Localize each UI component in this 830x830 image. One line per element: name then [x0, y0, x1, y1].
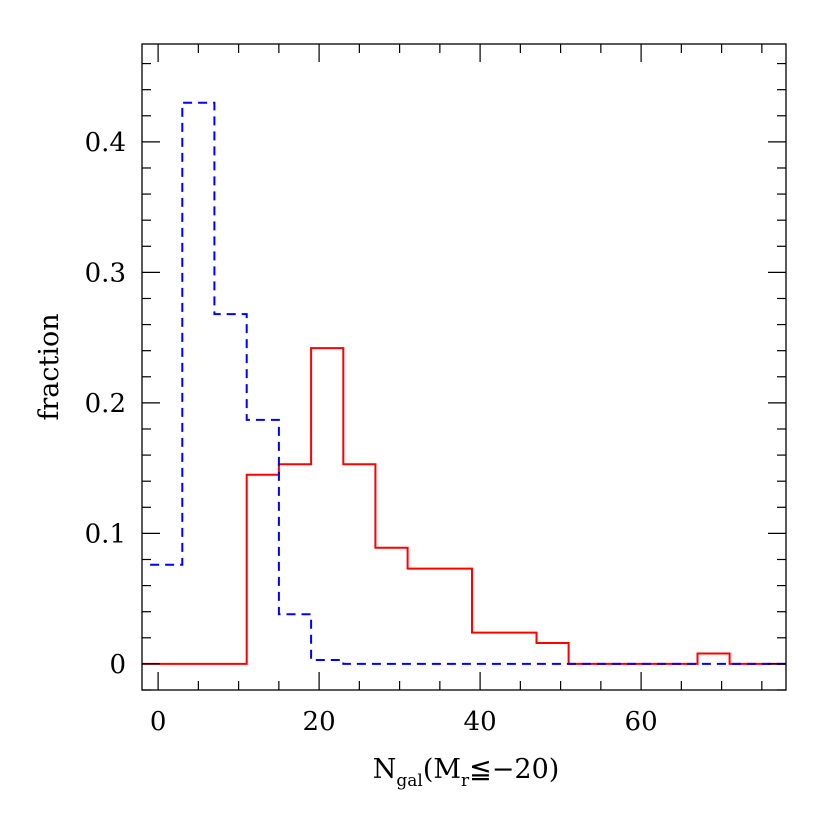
y-tick-label: 0.3	[85, 258, 126, 288]
x-tick-label: 20	[303, 707, 336, 737]
tick-labels-layer: 0 20 40 60 0 0.1 0.2 0.3 0.4	[85, 128, 658, 737]
x-axis-label-base: N	[373, 754, 397, 785]
y-tick-label: 0.1	[85, 519, 126, 549]
series-0-solid-line	[142, 347, 786, 665]
x-axis-label-open: (M	[423, 754, 461, 785]
plot-frame	[141, 43, 787, 691]
x-axis-label-rest: ≦−20)	[469, 754, 559, 785]
x-axis-label-sub: gal	[396, 771, 422, 791]
x-tick-label: 0	[150, 707, 167, 737]
y-tick-label: 0.4	[85, 128, 126, 158]
x-axis-label-sub2: r	[461, 771, 470, 791]
series-layer	[142, 101, 786, 665]
series-1-dashed-line	[150, 101, 786, 665]
y-tick-label: 0	[109, 650, 126, 680]
ticks-layer	[142, 44, 786, 691]
x-axis-label: Ngal(Mr≦−20)	[373, 754, 560, 791]
x-tick-label: 60	[625, 707, 658, 737]
x-tick-label: 40	[464, 707, 497, 737]
y-tick-label: 0.2	[85, 389, 126, 419]
y-axis-label: fraction	[34, 313, 65, 420]
